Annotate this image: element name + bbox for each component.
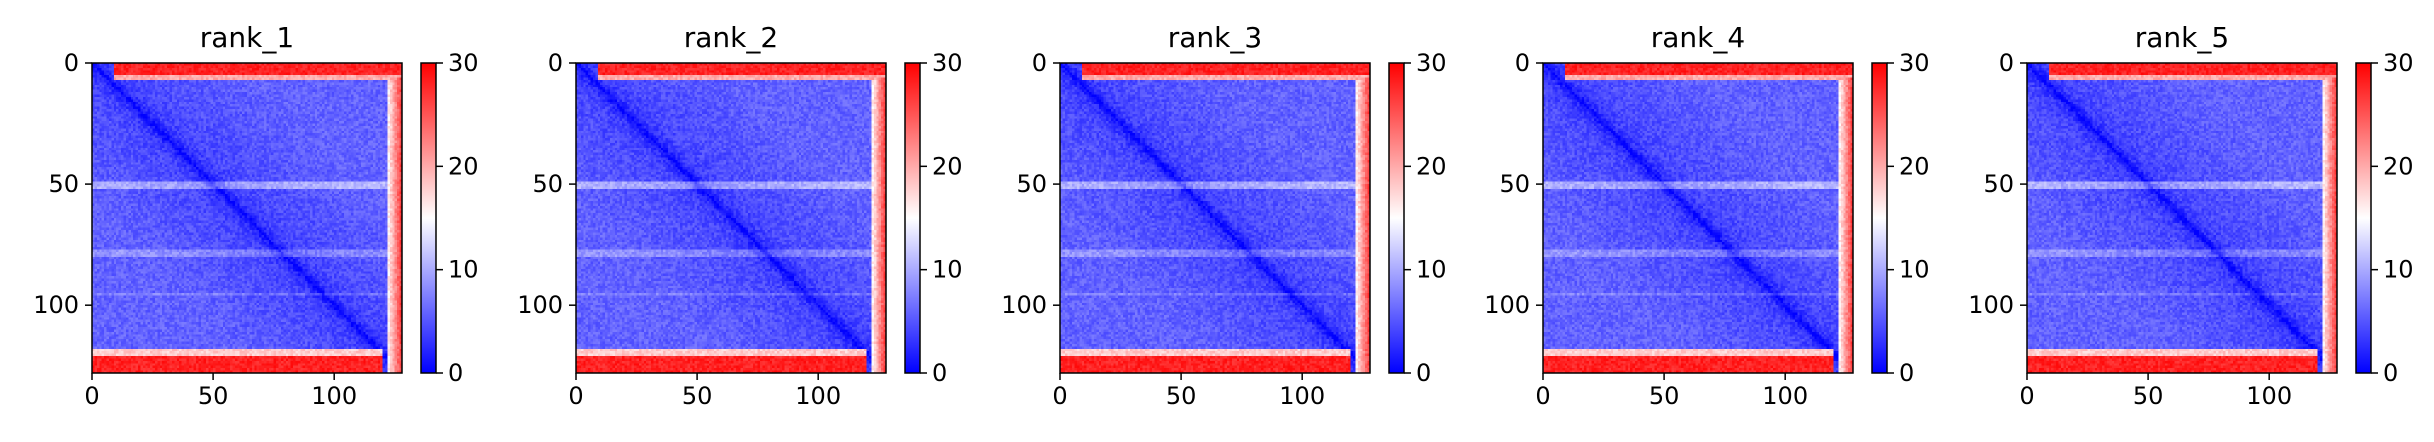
colorbar — [1871, 62, 1888, 374]
colorbar-tick-label: 20 — [932, 152, 963, 180]
heatmap-image — [2027, 63, 2337, 373]
colorbar-tick-label: 30 — [2383, 49, 2414, 77]
x-tick-label: 100 — [795, 382, 841, 410]
colorbar-tick-label: 0 — [1899, 359, 1914, 387]
x-tick-label: 0 — [568, 382, 583, 410]
colorbar-tick-label: 0 — [1416, 359, 1431, 387]
heatmap-panel-2: rank_2 0 50 100 0 50 100 0 10 20 30 — [517, 21, 962, 410]
axes-frame — [91, 62, 403, 374]
colorbar-tick-label: 10 — [448, 256, 479, 284]
y-tick-label: 100 — [33, 291, 79, 319]
y-tick-label: 50 — [532, 170, 563, 198]
colorbar-tick-label: 20 — [1899, 152, 1930, 180]
colorbar — [2355, 62, 2372, 374]
chart-title: rank_1 — [200, 21, 294, 54]
x-tick-label: 50 — [1166, 382, 1197, 410]
colorbar — [904, 62, 921, 374]
axes-frame — [2026, 62, 2338, 374]
y-tick-label: 50 — [1983, 170, 2014, 198]
axes-frame — [1542, 62, 1854, 374]
axes-frame — [1059, 62, 1371, 374]
y-tick-label: 100 — [517, 291, 563, 319]
y-tick-label: 0 — [1515, 49, 1530, 77]
colorbar-tick-label: 10 — [2383, 256, 2414, 284]
heatmap-image — [1543, 63, 1853, 373]
y-tick-label: 0 — [548, 49, 563, 77]
chart-title: rank_4 — [1651, 21, 1745, 54]
x-tick-label: 0 — [2019, 382, 2034, 410]
chart-title: rank_2 — [684, 21, 778, 54]
heatmap-panel-1: rank_1 0 50 100 0 50 100 0 10 20 30 — [33, 21, 478, 410]
x-tick-label: 100 — [1279, 382, 1325, 410]
x-tick-label: 50 — [198, 382, 229, 410]
y-tick-label: 100 — [1484, 291, 1530, 319]
x-tick-label: 50 — [2133, 382, 2164, 410]
colorbar-tick-label: 10 — [932, 256, 963, 284]
x-tick-label: 50 — [1649, 382, 1680, 410]
heatmap-image — [1060, 63, 1370, 373]
colorbar-tick-label: 10 — [1899, 256, 1930, 284]
colorbar-tick-label: 10 — [1416, 256, 1447, 284]
y-tick-label: 100 — [1968, 291, 2014, 319]
x-tick-label: 100 — [2246, 382, 2292, 410]
colorbar-tick-label: 20 — [448, 152, 479, 180]
colorbar — [1388, 62, 1405, 374]
heatmap-panel-5: rank_5 0 50 100 0 50 100 0 10 20 30 — [1968, 21, 2413, 410]
colorbar — [420, 62, 437, 374]
y-tick-label: 50 — [48, 170, 79, 198]
y-tick-label: 0 — [1999, 49, 2014, 77]
y-tick-label: 50 — [1016, 170, 1047, 198]
heatmap-panel-4: rank_4 0 50 100 0 50 100 0 10 20 30 — [1484, 21, 1929, 410]
y-tick-label: 0 — [64, 49, 79, 77]
axes-frame — [575, 62, 887, 374]
x-tick-label: 0 — [84, 382, 99, 410]
colorbar-tick-label: 0 — [932, 359, 947, 387]
x-tick-label: 100 — [1762, 382, 1808, 410]
colorbar-tick-label: 20 — [2383, 152, 2414, 180]
colorbar-tick-label: 0 — [448, 359, 463, 387]
x-tick-label: 50 — [682, 382, 713, 410]
y-tick-label: 100 — [1001, 291, 1047, 319]
colorbar-tick-label: 30 — [448, 49, 479, 77]
colorbar-tick-label: 30 — [1899, 49, 1930, 77]
x-tick-label: 0 — [1535, 382, 1550, 410]
x-tick-label: 0 — [1052, 382, 1067, 410]
chart-title: rank_3 — [1168, 21, 1262, 54]
heatmap-panel-3: rank_3 0 50 100 0 50 100 0 10 20 30 — [1001, 21, 1446, 410]
chart-title: rank_5 — [2135, 21, 2229, 54]
y-tick-label: 50 — [1499, 170, 1530, 198]
colorbar-tick-label: 0 — [2383, 359, 2398, 387]
x-tick-label: 100 — [311, 382, 357, 410]
colorbar-tick-label: 20 — [1416, 152, 1447, 180]
colorbar-tick-label: 30 — [1416, 49, 1447, 77]
heatmap-image — [576, 63, 886, 373]
colorbar-tick-label: 30 — [932, 49, 963, 77]
y-tick-label: 0 — [1032, 49, 1047, 77]
heatmap-image — [92, 63, 402, 373]
